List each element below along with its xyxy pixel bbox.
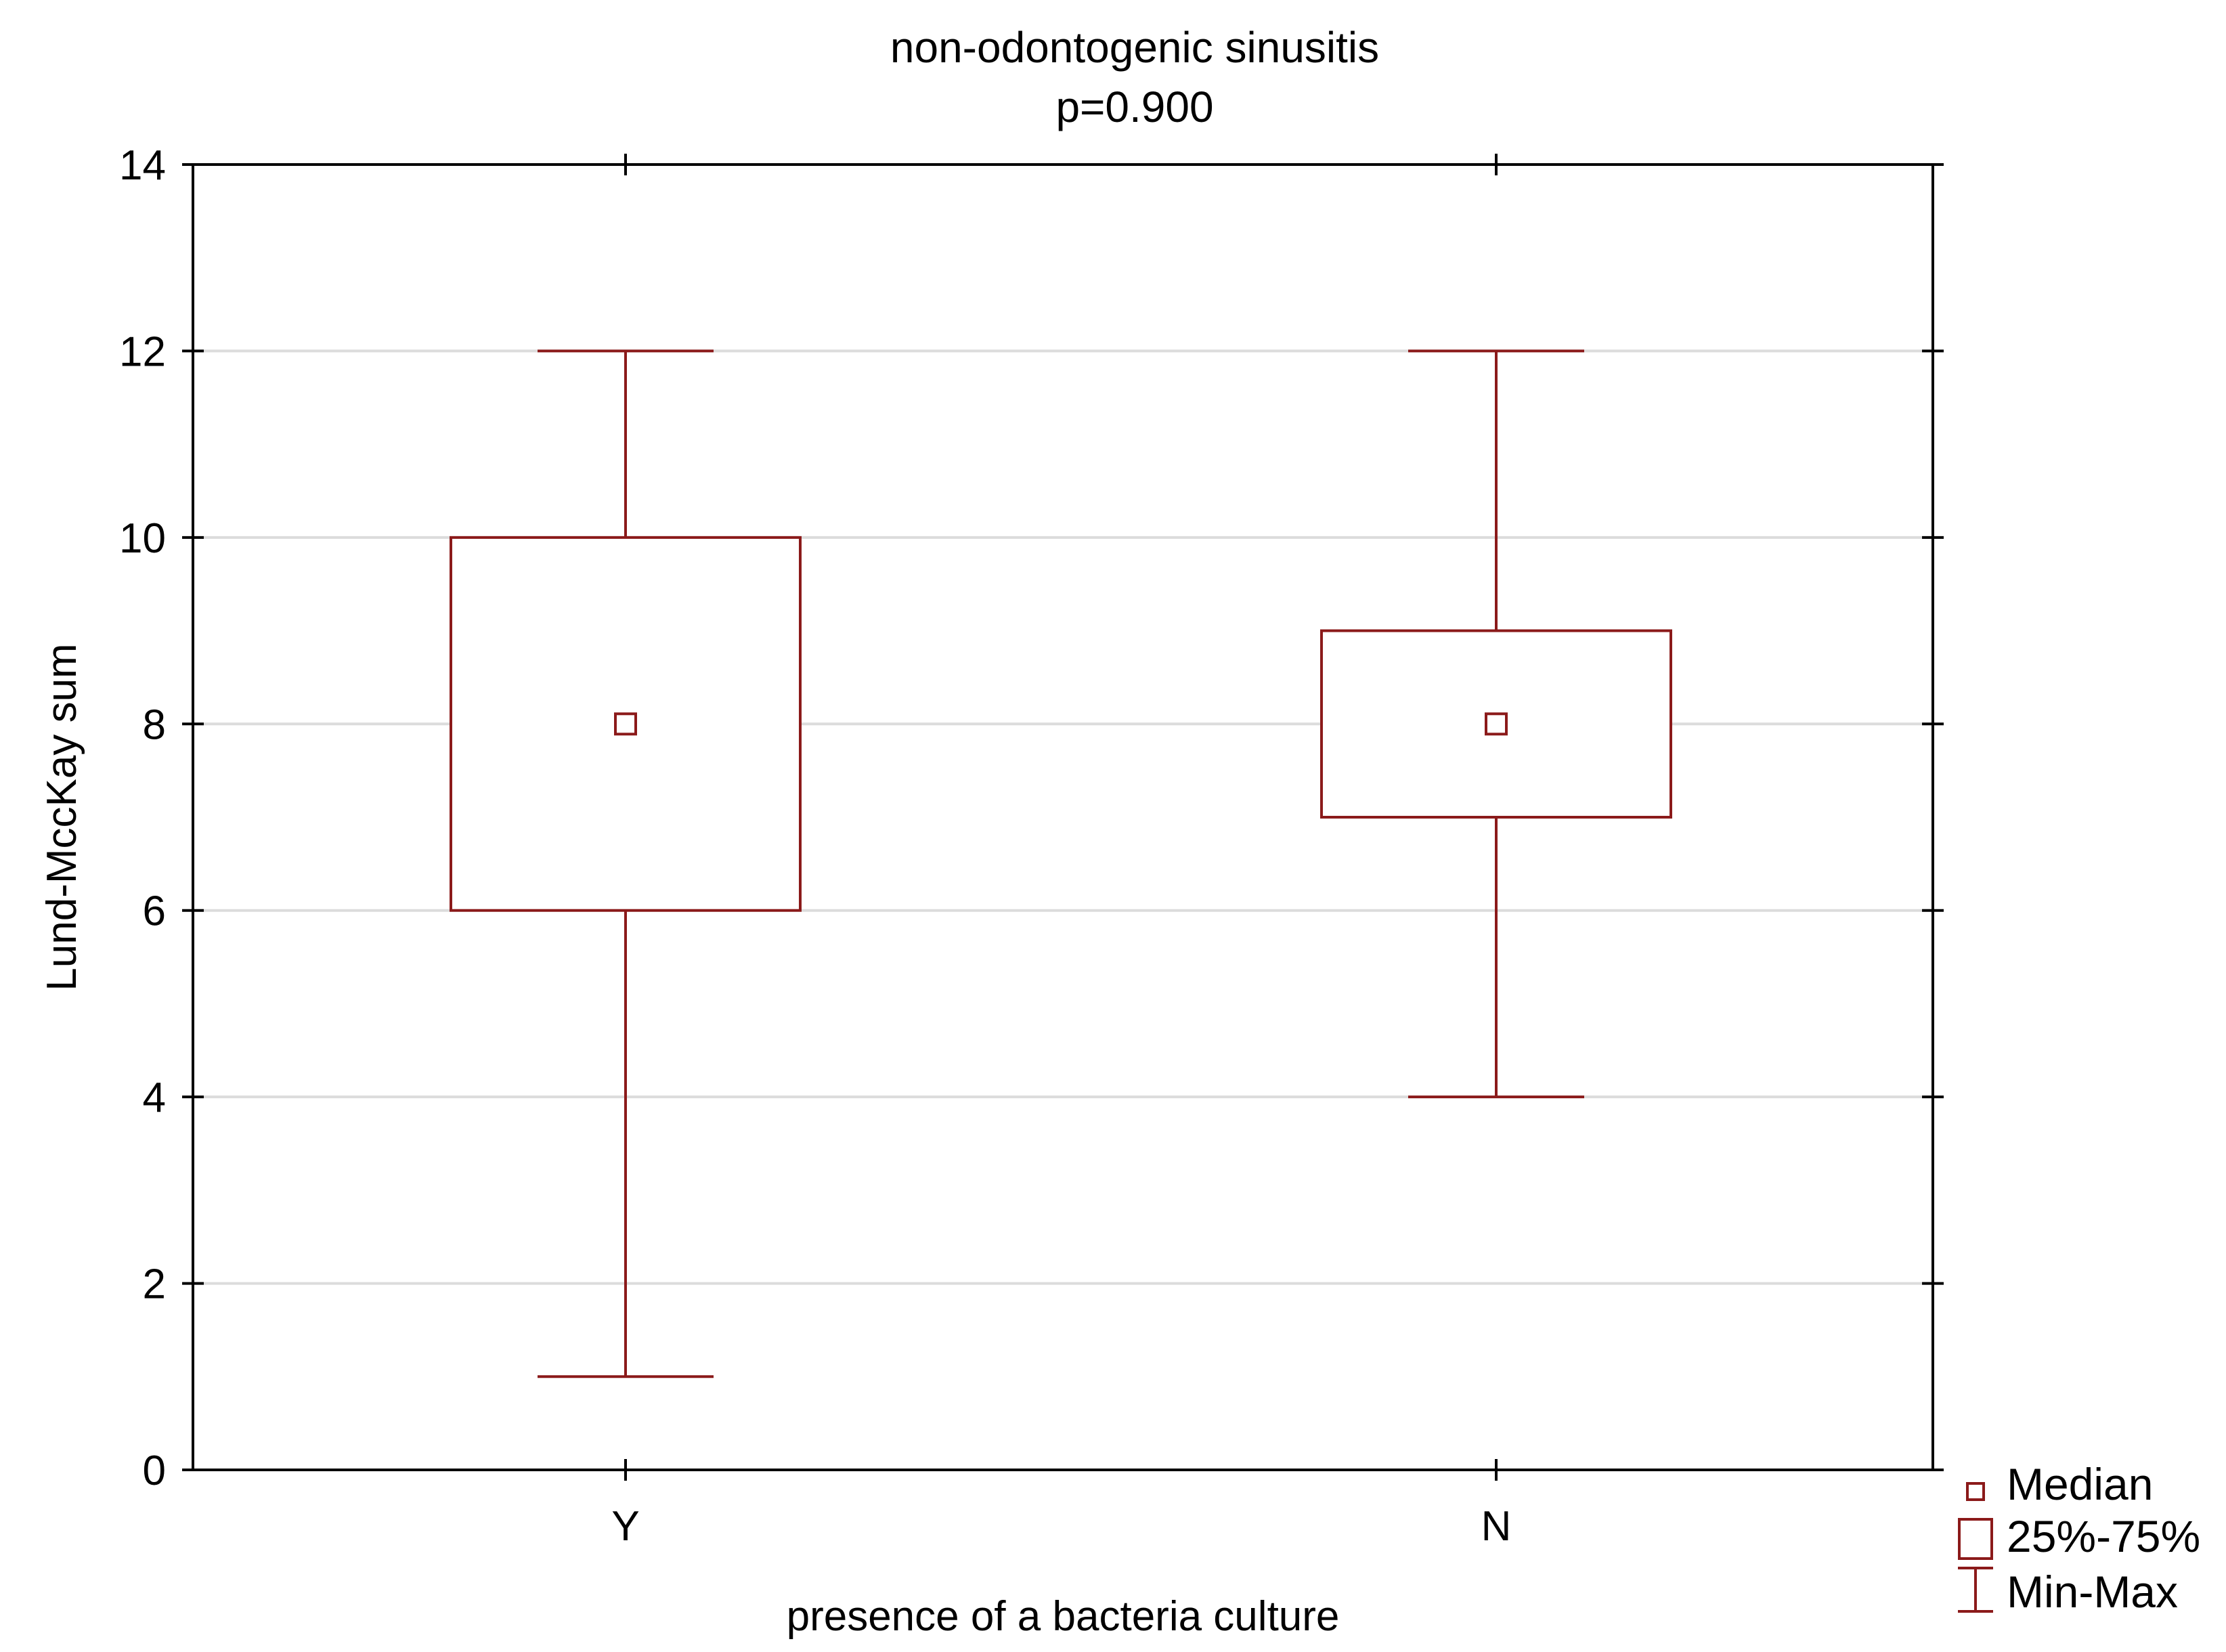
y-tick-label-4: 4 [143,1074,166,1121]
y-tick-label-12: 12 [119,328,166,375]
chart-subtitle: p=0.900 [1055,83,1213,131]
y-tick-label-8: 8 [143,701,166,748]
axis-ticks: 0 2 4 6 8 10 12 14 Y N [119,142,1944,1550]
y-tick-label-10: 10 [119,515,166,562]
box-marks [450,349,1672,1378]
legend-median-icon [1966,1482,1985,1501]
x-tick-label-N: N [1481,1503,1512,1550]
y-tick-label-2: 2 [143,1261,166,1308]
legend-box-icon [1958,1518,1993,1560]
chart-title: non-odontogenic sinusitis [890,23,1379,72]
x-axis-label: presence of a bacteria culture [787,1593,1340,1640]
x-tick-label-Y: Y [611,1503,639,1550]
y-tick-label-0: 0 [143,1448,166,1494]
median-marker-Y [614,712,637,736]
y-tick-label-6: 6 [143,888,166,935]
y-axis-label: Lund-MccKay sum [39,643,85,991]
median-marker-N [1485,712,1508,736]
legend-label-median: Median [2007,1459,2153,1509]
plot-frame [192,163,1934,1471]
legend-label-whisker: Min-Max [2007,1567,2178,1617]
y-tick-label-14: 14 [119,142,166,189]
legend-label-box: 25%-75% [2007,1511,2200,1561]
